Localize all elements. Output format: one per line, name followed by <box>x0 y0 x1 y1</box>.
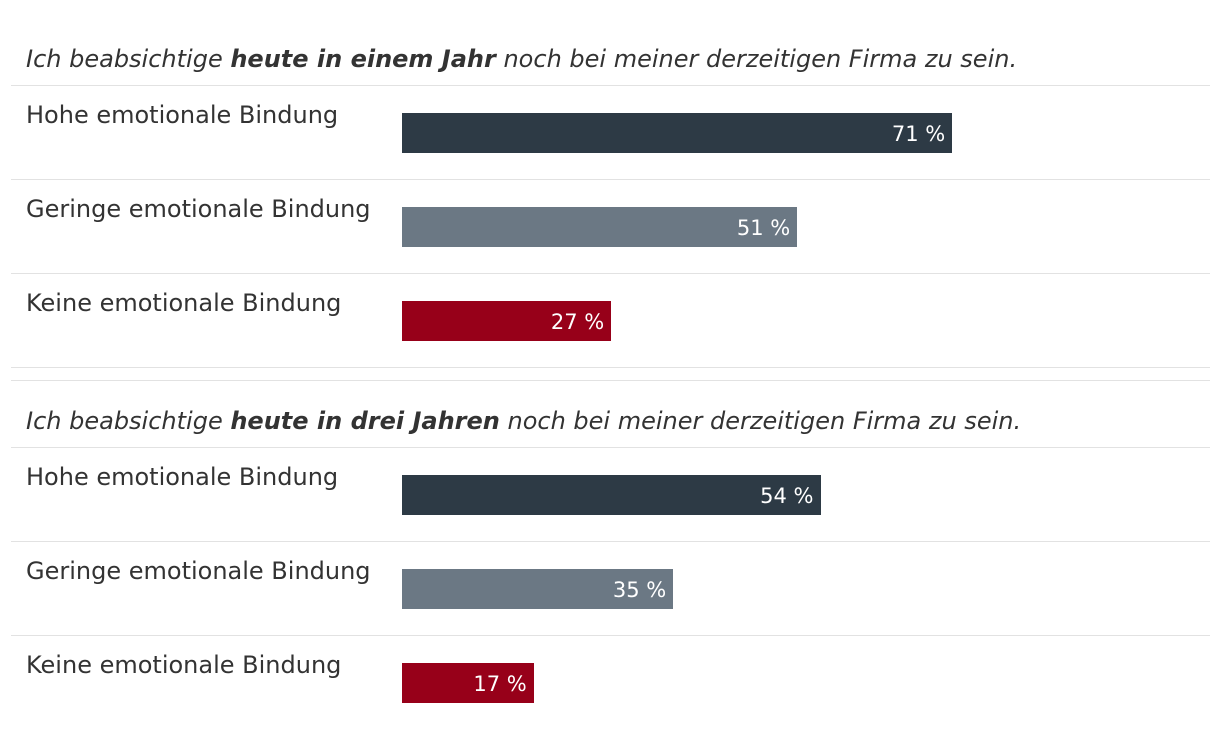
bar-track: 71 % <box>402 113 1177 153</box>
chart-panel-one-year: Ich beabsichtige heute in einem Jahr noc… <box>11 40 1210 368</box>
bar-track: 17 % <box>402 663 1177 703</box>
chart-title: Ich beabsichtige heute in drei Jahren no… <box>11 402 1210 448</box>
chart-title: Ich beabsichtige heute in einem Jahr noc… <box>11 40 1210 86</box>
bar-value-label: 51 % <box>736 216 791 240</box>
title-emphasis: heute in drei Jahren <box>230 407 500 435</box>
category-label: Hohe emotionale Bindung <box>26 101 339 129</box>
bar-value-label: 54 % <box>760 484 814 508</box>
bar: 71 % <box>402 113 953 153</box>
bar-track: 51 % <box>402 207 1177 247</box>
title-prefix: Ich beabsichtige <box>26 45 231 73</box>
bar-row: Hohe emotionale Bindung 71 % <box>11 86 1210 180</box>
bar-row: Keine emotionale Bindung 27 % <box>11 274 1210 368</box>
bar: 51 % <box>402 207 798 247</box>
category-label: Geringe emotionale Bindung <box>26 195 371 223</box>
bar: 27 % <box>402 301 612 341</box>
bar-row: Hohe emotionale Bindung 54 % <box>11 448 1210 542</box>
title-suffix: noch bei meiner derzeitigen Firma zu sei… <box>495 45 1018 73</box>
bar: 17 % <box>402 663 534 703</box>
bar-row: Geringe emotionale Bindung 35 % <box>11 542 1210 636</box>
bar-value-label: 35 % <box>612 578 667 602</box>
bar-row: Keine emotionale Bindung 17 % <box>11 636 1210 729</box>
bar-row: Geringe emotionale Bindung 51 % <box>11 180 1210 274</box>
bar-track: 27 % <box>402 301 1177 341</box>
bar-value-label: 17 % <box>473 672 527 696</box>
category-label: Keine emotionale Bindung <box>26 289 342 317</box>
bar: 35 % <box>402 569 674 609</box>
title-prefix: Ich beabsichtige <box>26 407 231 435</box>
panel-divider <box>11 380 1210 381</box>
bar-value-label: 71 % <box>891 122 946 146</box>
bar-track: 54 % <box>402 475 1177 515</box>
bar-value-label: 27 % <box>550 310 605 334</box>
title-emphasis: heute in einem Jahr <box>230 45 496 73</box>
category-label: Hohe emotionale Bindung <box>26 463 339 491</box>
chart-panel-three-years: Ich beabsichtige heute in drei Jahren no… <box>11 402 1210 729</box>
title-suffix: noch bei meiner derzeitigen Firma zu sei… <box>499 407 1022 435</box>
bar: 54 % <box>402 475 821 515</box>
bar-track: 35 % <box>402 569 1177 609</box>
category-label: Geringe emotionale Bindung <box>26 557 371 585</box>
category-label: Keine emotionale Bindung <box>26 651 342 679</box>
